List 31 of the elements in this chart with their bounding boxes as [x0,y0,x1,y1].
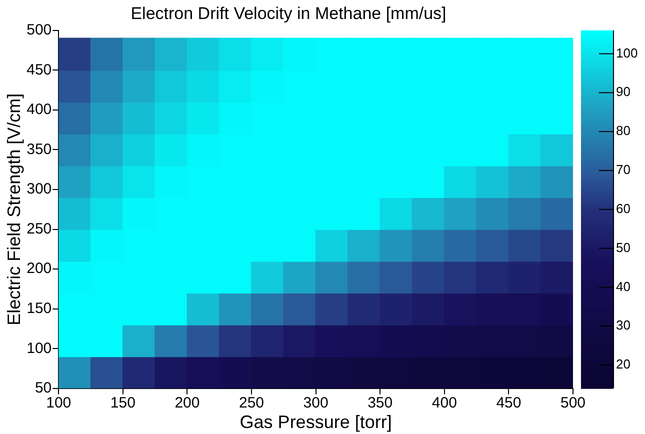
x-axis-title: Gas Pressure [torr] [240,412,392,432]
x-tick-label: 350 [368,394,393,412]
y-axis-title: Electric Field Strength [V/cm] [4,93,24,326]
color-bar-label: 30 [616,318,630,333]
y-tick-label: 350 [26,140,52,158]
chart-title: Electron Drift Velocity in Methane [mm/us] [130,4,446,23]
y-tick-label: 300 [26,180,52,198]
x-tick-label: 100 [46,394,72,412]
y-tick-label: 50 [34,380,52,397]
color-bar-label: 20 [616,356,630,372]
y-tick-label: 450 [26,61,52,78]
color-bar-label: 80 [616,123,630,138]
x-tick-label: 500 [560,394,586,412]
color-bar-label: 60 [616,200,630,216]
x-tick-label: 450 [496,394,522,412]
color-bar-label: 70 [616,162,630,178]
color-bar-label: 90 [616,84,630,100]
y-tick-label: 500 [26,22,52,39]
y-tick-label: 200 [26,260,52,278]
color-bar-label: 50 [616,240,630,255]
x-tick-label: 150 [110,394,136,412]
y-tick-label: 150 [26,300,52,317]
x-tick-label: 300 [303,394,328,412]
x-tick-label: 400 [432,394,457,412]
color-bar-label: 40 [616,278,630,294]
y-tick-label: 250 [26,220,52,238]
x-tick-label: 200 [174,394,200,412]
y-tick-label: 100 [26,340,52,357]
y-tick-label: 400 [26,101,52,118]
x-tick-label: 250 [239,394,264,412]
color-bar-label: 100 [616,45,638,60]
